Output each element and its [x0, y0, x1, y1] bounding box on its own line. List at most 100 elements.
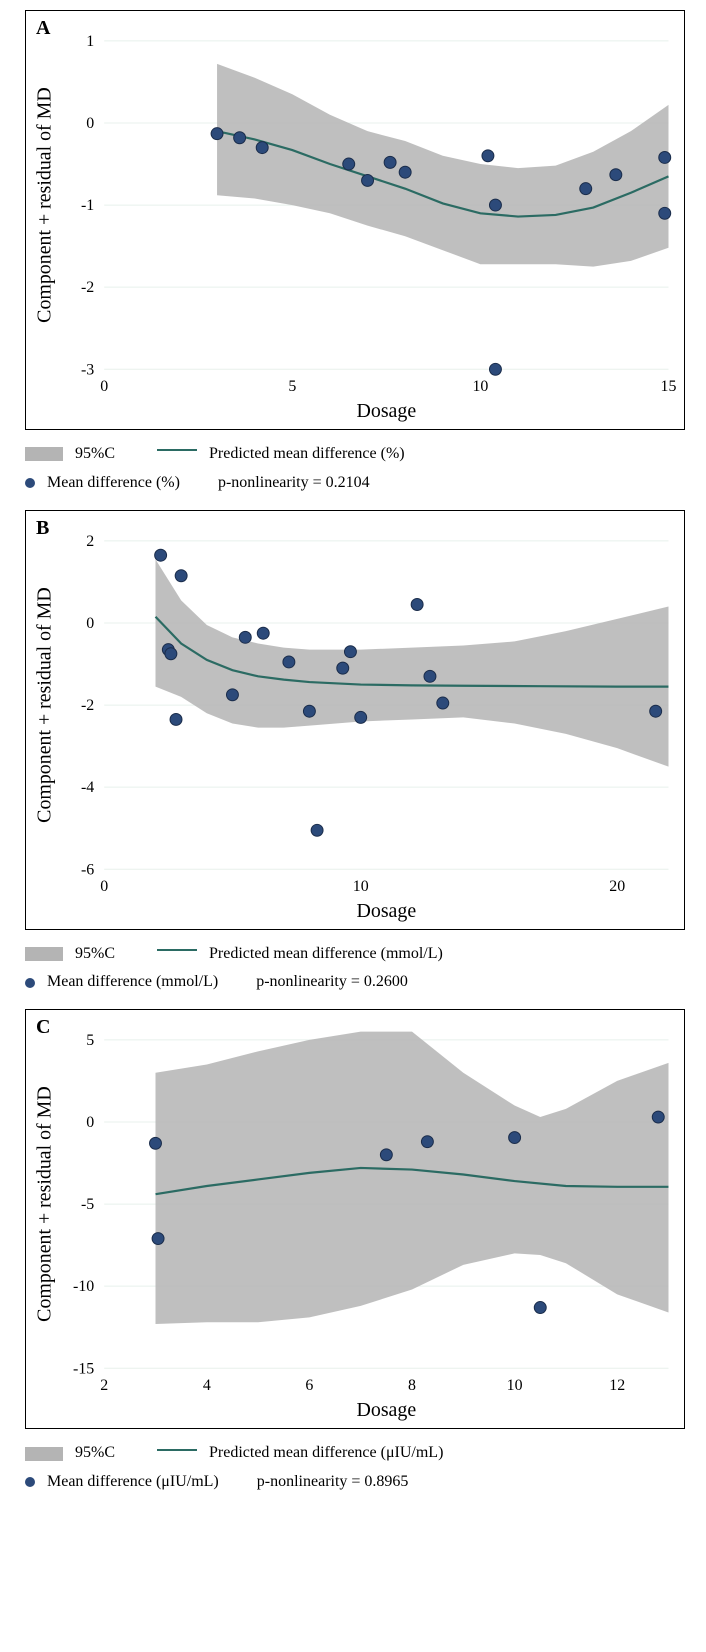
legend-row-1: 95%C Predicted mean difference (%) [25, 440, 696, 469]
data-point [311, 824, 323, 836]
data-point [152, 1233, 164, 1245]
data-point [399, 166, 411, 178]
panel-label: A [36, 17, 50, 40]
ytick-label: -6 [81, 861, 94, 878]
legend-pstat: p-nonlinearity = 0.2104 [218, 469, 370, 498]
xtick-label: 10 [353, 878, 369, 895]
data-point [482, 150, 494, 162]
legend: 95%C Predicted mean difference (%) Mean … [25, 440, 696, 498]
data-point [170, 713, 182, 725]
y-axis-label: Component + residual of MD [33, 87, 55, 323]
data-point [610, 169, 622, 181]
ytick-label: -1 [81, 197, 94, 214]
x-axis-label: Dosage [357, 1399, 417, 1421]
legend-line-label: Predicted mean difference (mmol/L) [209, 940, 443, 969]
data-point [303, 705, 315, 717]
data-point [344, 645, 356, 657]
ytick-label: -5 [81, 1196, 94, 1213]
y-axis-label: Component + residual of MD [33, 587, 55, 823]
ytick-label: -15 [73, 1360, 94, 1377]
plot-area: C -15-10-50524681012 Dosage Component + … [25, 1009, 685, 1429]
plot-svg: -3-2-101051015 Dosage Component + residu… [26, 11, 684, 429]
data-point [489, 363, 501, 375]
data-point [343, 158, 355, 170]
legend-row-2: Mean difference (%) p-nonlinearity = 0.2… [25, 469, 696, 498]
xtick-label: 12 [609, 1377, 625, 1394]
data-point [337, 662, 349, 674]
legend-ci-label: 95%C [75, 440, 115, 469]
data-point [355, 711, 367, 723]
data-point [150, 1138, 162, 1150]
data-point [155, 549, 167, 561]
data-point [234, 132, 246, 144]
legend-row-1: 95%C Predicted mean difference (μIU/mL) [25, 1439, 696, 1468]
xtick-label: 8 [408, 1377, 416, 1394]
ytick-label: -2 [81, 697, 94, 714]
xtick-label: 0 [100, 378, 108, 395]
legend-line-label: Predicted mean difference (%) [209, 440, 405, 469]
legend-line-label: Predicted mean difference (μIU/mL) [209, 1439, 443, 1468]
chart-panel-b: B -6-4-20201020 Dosage Component + resid… [10, 510, 696, 998]
ytick-label: 1 [86, 33, 94, 50]
legend-swatch-line [157, 1449, 197, 1451]
data-point [165, 647, 177, 659]
data-point [211, 128, 223, 140]
ytick-label: 5 [86, 1032, 94, 1049]
xtick-label: 6 [305, 1377, 313, 1394]
legend: 95%C Predicted mean difference (μIU/mL) … [25, 1439, 696, 1497]
xtick-label: 5 [288, 378, 296, 395]
ci-band [156, 1032, 669, 1324]
xtick-label: 20 [609, 878, 625, 895]
panel-label: B [36, 517, 49, 540]
legend-swatch-dot [25, 978, 35, 988]
data-point [362, 174, 374, 186]
ytick-label: -2 [81, 279, 94, 296]
data-point [283, 656, 295, 668]
legend-dot-label: Mean difference (mmol/L) [47, 968, 218, 997]
ci-band [217, 64, 668, 267]
legend: 95%C Predicted mean difference (mmol/L) … [25, 940, 696, 998]
xtick-label: 10 [472, 378, 488, 395]
xtick-label: 15 [661, 378, 677, 395]
data-point [226, 688, 238, 700]
data-point [175, 569, 187, 581]
legend-dot-label: Mean difference (%) [47, 469, 180, 498]
data-point [384, 156, 396, 168]
xtick-label: 4 [203, 1377, 211, 1394]
xtick-label: 0 [100, 878, 108, 895]
legend-row-2: Mean difference (μIU/mL) p-nonlinearity … [25, 1468, 696, 1497]
plot-svg: -6-4-20201020 Dosage Component + residua… [26, 511, 684, 929]
chart-panel-c: C -15-10-50524681012 Dosage Component + … [10, 1009, 696, 1497]
data-point [650, 705, 662, 717]
xtick-label: 2 [100, 1377, 108, 1394]
data-point [257, 627, 269, 639]
legend-swatch-line [157, 449, 197, 451]
ytick-label: 0 [86, 1114, 94, 1131]
legend-ci-label: 95%C [75, 1439, 115, 1468]
data-point [652, 1111, 664, 1123]
data-point [534, 1302, 546, 1314]
xtick-label: 10 [507, 1377, 523, 1394]
legend-row-2: Mean difference (mmol/L) p-nonlinearity … [25, 968, 696, 997]
legend-pstat: p-nonlinearity = 0.8965 [257, 1468, 409, 1497]
ci-band [156, 559, 669, 766]
legend-swatch-dot [25, 1477, 35, 1487]
chart-panel-a: A -3-2-101051015 Dosage Component + resi… [10, 10, 696, 498]
ytick-label: 0 [86, 615, 94, 632]
x-axis-label: Dosage [357, 900, 417, 922]
data-point [256, 142, 268, 154]
data-point [424, 670, 436, 682]
plot-svg: -15-10-50524681012 Dosage Component + re… [26, 1010, 684, 1428]
plot-area: B -6-4-20201020 Dosage Component + resid… [25, 510, 685, 930]
y-axis-label: Component + residual of MD [33, 1087, 55, 1323]
data-point [437, 697, 449, 709]
legend-ci-label: 95%C [75, 940, 115, 969]
legend-swatch-dot [25, 478, 35, 488]
ytick-label: 2 [86, 532, 94, 549]
data-point [659, 207, 671, 219]
data-point [489, 199, 501, 211]
data-point [580, 183, 592, 195]
ytick-label: -4 [81, 779, 94, 796]
data-point [421, 1136, 433, 1148]
x-axis-label: Dosage [357, 400, 417, 422]
